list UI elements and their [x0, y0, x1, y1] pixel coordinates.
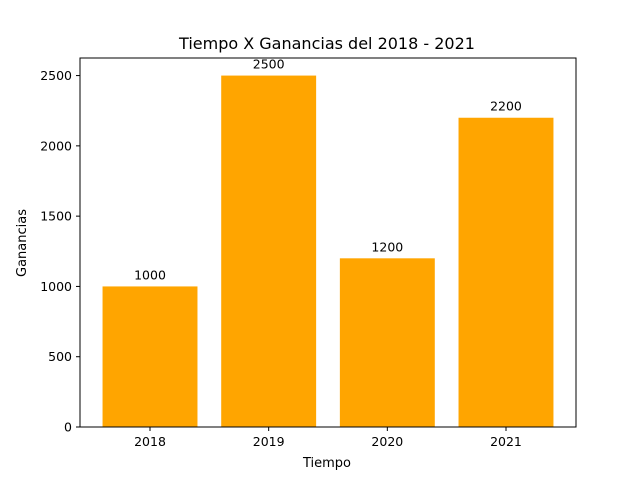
y-tick-label: 0 — [64, 420, 72, 435]
x-tick-label: 2021 — [490, 434, 522, 449]
chart-title: Tiempo X Ganancias del 2018 - 2021 — [178, 34, 475, 53]
y-tick-label: 1000 — [40, 279, 72, 294]
bar-2018 — [102, 286, 198, 427]
x-axis-title: Tiempo — [302, 456, 351, 471]
plot-frame — [79, 57, 577, 428]
x-tick-label: 2018 — [134, 434, 166, 449]
data-label-2019: 2500 — [253, 57, 285, 72]
bar-2020 — [339, 258, 435, 427]
bar-2021 — [458, 117, 554, 427]
y-tick-label: 1500 — [40, 209, 72, 224]
plot-area: 1000 2500 1200 2200 0 500 1000 1500 2000 2500 2018… — [40, 57, 577, 449]
x-tick-label: 2020 — [371, 434, 403, 449]
data-label-2020: 1200 — [371, 239, 403, 254]
y-tick-label: 2000 — [40, 138, 72, 153]
x-tick-label: 2019 — [253, 434, 285, 449]
y-tick-label: 500 — [48, 349, 72, 364]
data-label-2021: 2200 — [490, 99, 522, 114]
bar-2019 — [221, 75, 317, 428]
y-axis-title: Ganancias — [15, 209, 30, 277]
data-label-2018: 1000 — [134, 267, 166, 282]
y-tick-label: 2500 — [40, 68, 72, 83]
